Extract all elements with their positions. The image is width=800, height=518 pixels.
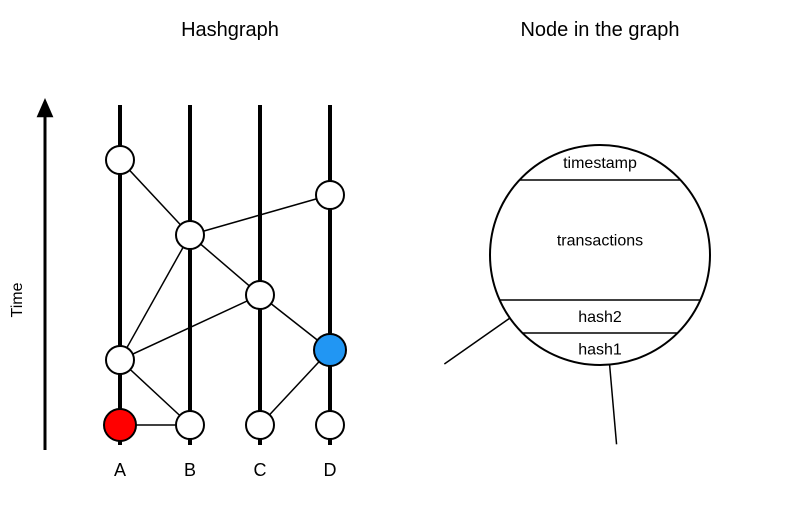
hashgraph-node [316, 181, 344, 209]
hashgraph-node [316, 411, 344, 439]
node-section-label: hash1 [578, 342, 622, 359]
hashgraph-node [246, 281, 274, 309]
title-right: Node in the graph [520, 19, 679, 41]
node-section-label: hash2 [578, 309, 622, 326]
hashgraph-node [106, 146, 134, 174]
hashgraph-column-label: A [114, 460, 126, 480]
hashgraph-node [246, 411, 274, 439]
hashgraph-node [106, 346, 134, 374]
node-section-label: transactions [557, 233, 643, 250]
hashgraph-node [104, 409, 136, 441]
hashgraph-node [176, 411, 204, 439]
hashgraph-node [176, 221, 204, 249]
time-axis-label: Time [9, 282, 26, 317]
hashgraph-node [314, 334, 346, 366]
node-section-label: timestamp [563, 155, 637, 172]
title-left: Hashgraph [181, 19, 279, 41]
hashgraph-column-label: B [184, 460, 196, 480]
hashgraph-column-label: D [324, 460, 337, 480]
hashgraph-column-label: C [254, 460, 267, 480]
node-detail-circle [490, 145, 710, 365]
